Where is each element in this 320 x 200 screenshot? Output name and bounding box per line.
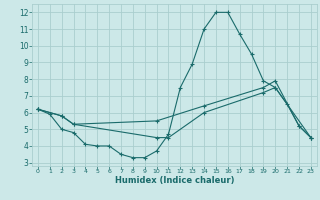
X-axis label: Humidex (Indice chaleur): Humidex (Indice chaleur) — [115, 176, 234, 185]
